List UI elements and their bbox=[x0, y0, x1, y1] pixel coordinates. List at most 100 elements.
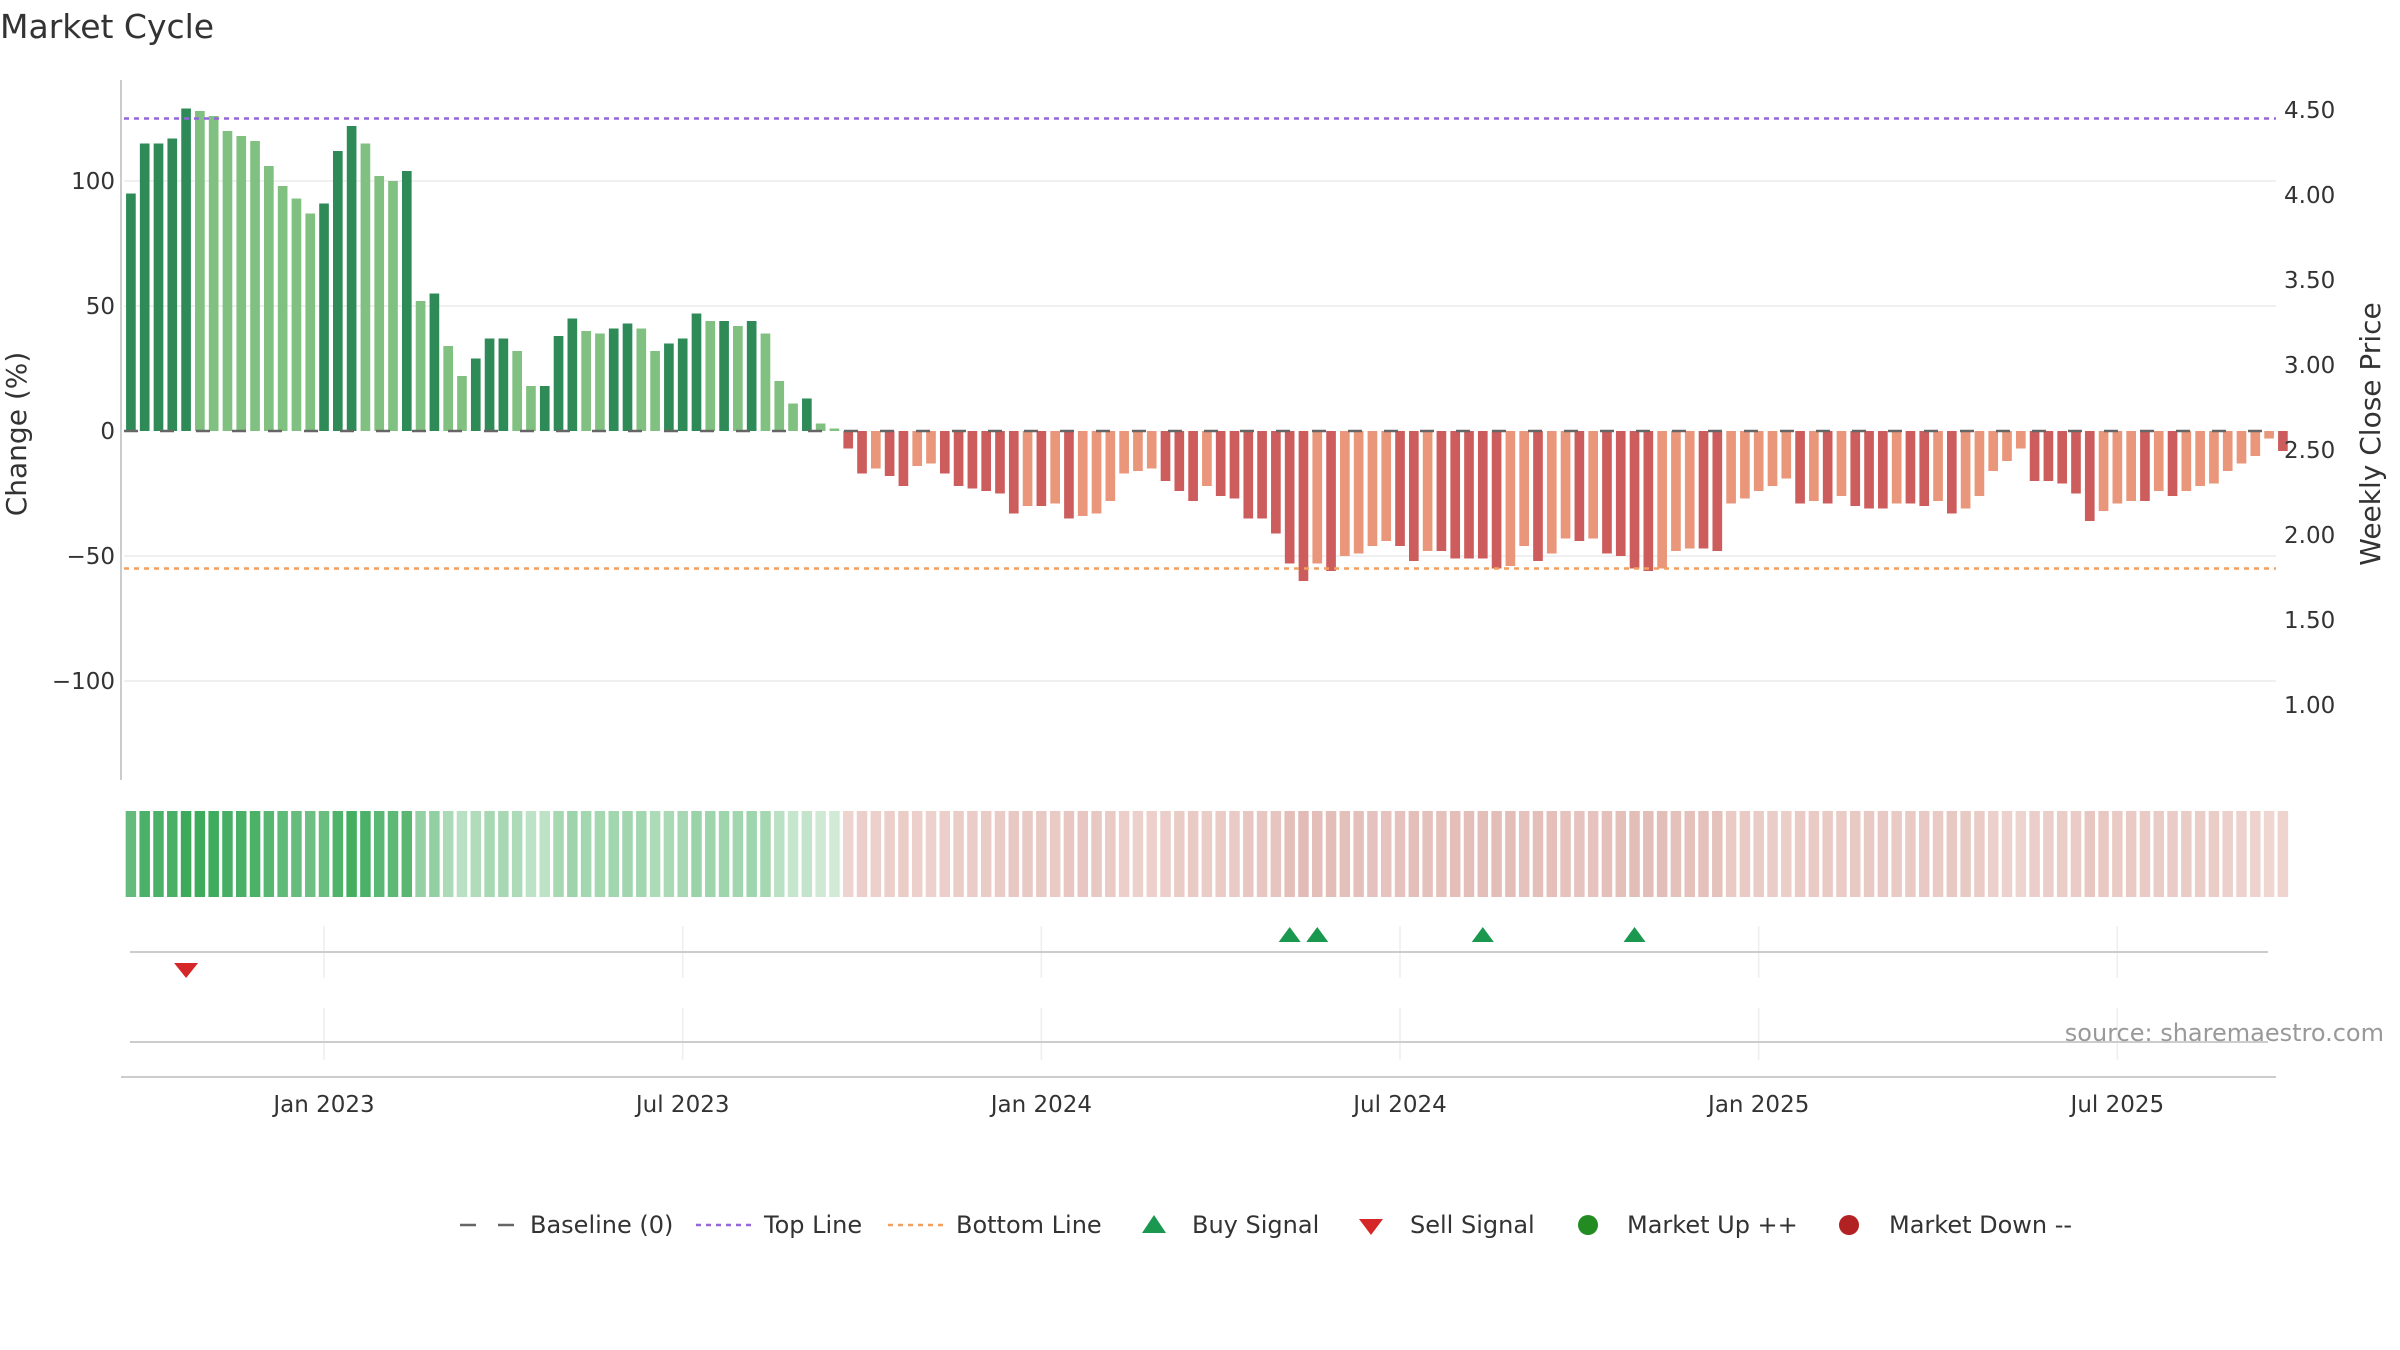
heat-cell bbox=[732, 811, 744, 897]
heat-cell bbox=[249, 811, 261, 897]
signal-panel bbox=[121, 926, 2276, 1078]
heat-cell bbox=[1132, 811, 1144, 897]
bar bbox=[2057, 431, 2068, 484]
heat-cell bbox=[1794, 811, 1806, 897]
bar bbox=[622, 323, 633, 431]
y2-tick-label: 4.50 bbox=[2284, 98, 2335, 124]
bar bbox=[2209, 431, 2219, 484]
bar bbox=[277, 186, 288, 431]
bar bbox=[2112, 431, 2123, 504]
bar bbox=[1146, 431, 1157, 469]
heat-cell bbox=[2181, 811, 2192, 897]
heat-cell bbox=[263, 811, 275, 897]
bar bbox=[774, 381, 785, 431]
bar bbox=[1036, 431, 1047, 506]
heat-cell bbox=[553, 811, 564, 897]
bar bbox=[1202, 431, 1212, 486]
heat-cell bbox=[484, 811, 495, 897]
bar bbox=[2084, 431, 2095, 521]
buy-signal-marker bbox=[1278, 927, 1301, 942]
bar bbox=[1891, 431, 1902, 504]
bar bbox=[553, 336, 564, 431]
bar bbox=[1684, 431, 1695, 549]
y-tick-label: 0 bbox=[100, 419, 115, 445]
bar bbox=[2181, 431, 2192, 491]
heat-cell bbox=[939, 811, 951, 897]
bar bbox=[843, 431, 854, 449]
heat-cell bbox=[1725, 811, 1737, 897]
bar bbox=[443, 346, 454, 431]
bar bbox=[1643, 431, 1654, 571]
heat-cell bbox=[774, 811, 785, 897]
y2-tick-label: 4.00 bbox=[2284, 183, 2335, 209]
heat-cell bbox=[1808, 811, 1820, 897]
heat-cell bbox=[2125, 811, 2137, 897]
heat-cell bbox=[1422, 811, 1433, 897]
bar bbox=[1077, 431, 1088, 516]
bar bbox=[1064, 431, 1074, 519]
y-tick-label: 50 bbox=[86, 294, 115, 320]
heat-cell bbox=[1008, 811, 1020, 897]
y-tick-label: −50 bbox=[66, 544, 115, 570]
bar bbox=[401, 171, 412, 431]
y-axis-label: Change (%) bbox=[0, 352, 33, 517]
heat-cell bbox=[1656, 811, 1668, 897]
bar bbox=[981, 431, 992, 491]
bar bbox=[1960, 431, 1971, 509]
heat-cell bbox=[580, 811, 592, 897]
bar bbox=[802, 398, 812, 431]
heat-cell bbox=[884, 811, 895, 897]
heat-cell bbox=[1532, 811, 1544, 897]
heat-cell bbox=[1353, 811, 1364, 897]
bar bbox=[305, 213, 316, 431]
strength-heatmap bbox=[125, 811, 2289, 897]
bar bbox=[1878, 431, 1888, 509]
heat-cell bbox=[525, 811, 537, 897]
bar bbox=[857, 431, 867, 474]
heat-cell bbox=[1325, 811, 1337, 897]
bar bbox=[208, 116, 219, 431]
heat-cell bbox=[1753, 811, 1764, 897]
bar bbox=[677, 338, 688, 431]
heat-cell bbox=[622, 811, 633, 897]
bar bbox=[1340, 431, 1350, 556]
heat-cell bbox=[2043, 811, 2054, 897]
heat-cell bbox=[815, 811, 826, 897]
legend-label: Buy Signal bbox=[1192, 1211, 1319, 1239]
x-tick-label: Jan 2025 bbox=[1706, 1092, 1809, 1118]
heat-cell bbox=[1932, 811, 1944, 897]
heat-cell bbox=[208, 811, 219, 897]
heat-cell bbox=[1215, 811, 1226, 897]
heat-cell bbox=[1105, 811, 1116, 897]
heat-cell bbox=[2153, 811, 2164, 897]
bar bbox=[429, 293, 440, 431]
legend-label: Top Line bbox=[763, 1211, 862, 1239]
heat-cell bbox=[994, 811, 1006, 897]
bar bbox=[953, 431, 964, 486]
legend-marker-circle bbox=[1578, 1215, 1598, 1235]
bar bbox=[650, 351, 660, 431]
bar bbox=[1477, 431, 1488, 559]
bars bbox=[126, 108, 2288, 581]
bar bbox=[1105, 431, 1116, 501]
heat-cell bbox=[2263, 811, 2275, 897]
y2-tick-label: 1.00 bbox=[2284, 693, 2335, 719]
legend-label: Sell Signal bbox=[1410, 1211, 1535, 1239]
source-note: source: sharemaestro.com bbox=[2065, 1019, 2384, 1047]
bar bbox=[1905, 431, 1916, 504]
heat-cell bbox=[718, 811, 730, 897]
bar bbox=[1836, 431, 1847, 496]
heat-cell bbox=[1974, 811, 1985, 897]
bar bbox=[1795, 431, 1805, 504]
y2-axis-label: Weekly Close Price bbox=[2354, 302, 2387, 565]
bar bbox=[815, 423, 826, 431]
heat-cell bbox=[1767, 811, 1778, 897]
heat-cell bbox=[1284, 811, 1295, 897]
x-axis-ticks: Jan 2023 Jul 2023 Jan 2024 Jul 2024 Jan 2025… bbox=[271, 1092, 2164, 1118]
bar bbox=[484, 338, 495, 431]
bar bbox=[2071, 431, 2081, 494]
heat-cell bbox=[1629, 811, 1640, 897]
bar bbox=[926, 431, 936, 464]
heat-cell bbox=[1463, 811, 1475, 897]
bar bbox=[236, 136, 247, 431]
